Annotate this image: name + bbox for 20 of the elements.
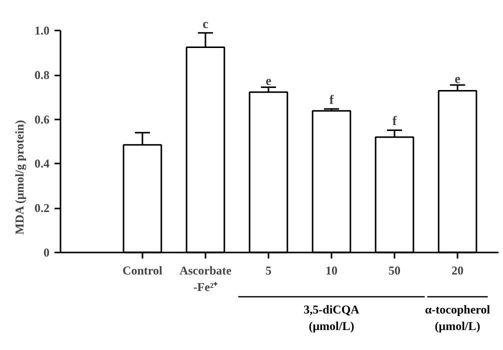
y-tick-label: 1.0 bbox=[34, 24, 50, 38]
x-tick-label: Ascorbate -Fe²⁺ bbox=[179, 263, 232, 294]
x-tick-label: Control bbox=[122, 263, 163, 278]
annotation: e bbox=[266, 73, 272, 88]
y-tick-label: 0.8 bbox=[34, 68, 50, 82]
text: α-tocopherol (μmol/L) bbox=[424, 302, 491, 333]
y-tick-label: 0.2 bbox=[34, 201, 50, 216]
annotation: c bbox=[202, 16, 209, 31]
y-tick-label: 0 bbox=[44, 245, 50, 260]
annotation: f bbox=[329, 92, 334, 107]
x-tick-label: 10 bbox=[325, 263, 338, 278]
text: 3,5-diCQA (μmol/L) bbox=[304, 302, 360, 333]
annotation: f bbox=[392, 113, 398, 128]
y-axis-title: MDA (μmol/g protein) bbox=[12, 120, 26, 235]
x-tick-label: 20 bbox=[452, 263, 464, 278]
annotation: e bbox=[454, 70, 461, 86]
y-tick-label: 0.4 bbox=[34, 156, 50, 171]
y-tick-label: 0.6 bbox=[34, 112, 50, 126]
x-tick-label: 50 bbox=[388, 263, 401, 278]
x-tick-label: 5 bbox=[265, 263, 272, 278]
